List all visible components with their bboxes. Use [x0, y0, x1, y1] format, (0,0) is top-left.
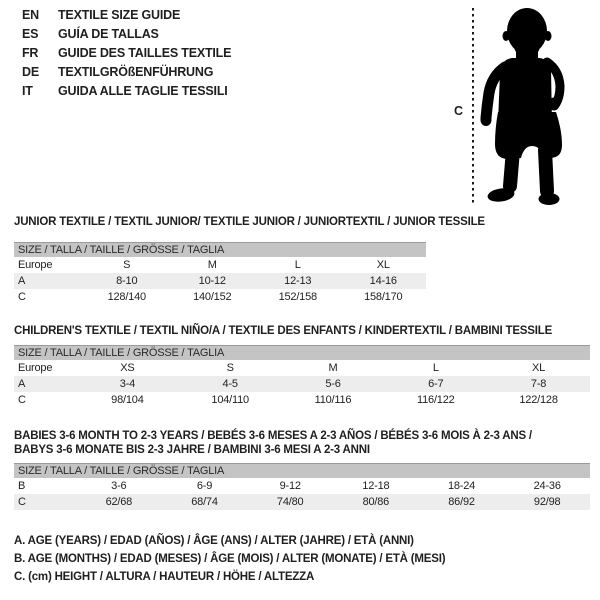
junior-table-title: JUNIOR TEXTILE / TEXTIL JUNIOR/ TEXTILE … [14, 215, 485, 229]
table-cell: 6-9 [196, 480, 213, 492]
table-cell: 9-12 [279, 480, 301, 492]
table-cell: 128/140 [107, 291, 147, 303]
table-cell: M [328, 362, 338, 374]
table-cell: 3-4 [119, 378, 136, 390]
table-title-line: BABYS 3-6 MONATE BIS 2-3 JAHRE / BAMBINI… [14, 444, 370, 456]
table-cell: 158/170 [364, 291, 403, 303]
babies-table-title: BABIES 3-6 MONTH TO 2-3 YEARS / BEBÉS 3-… [14, 429, 590, 457]
table-cell: XS [120, 362, 135, 374]
table-row: Europe XS S M L XL [14, 360, 590, 376]
language-row-fr: FR GUIDE DES TAILLES TEXTILE [22, 44, 231, 63]
measurement-legend: A. AGE (YEARS) / EDAD (AÑOS) / ÂGE (ANS)… [14, 532, 446, 586]
table-cell: 12-18 [362, 480, 390, 492]
language-code: ES [22, 27, 39, 41]
table-cell: 86/92 [448, 496, 475, 508]
row-label: C [18, 394, 26, 406]
table-cell: M [207, 259, 217, 271]
language-row-it: IT GUIDA ALLE TAGLIE TESSILI [22, 82, 231, 101]
babies-table-body: B 3-6 6-9 9-12 12-18 18-24 24-36 C 62/68 68/74 74/… [14, 478, 590, 510]
table-cell: 122/128 [519, 394, 558, 406]
table-cell: S [226, 362, 234, 374]
table-cell: 110/116 [314, 394, 352, 406]
table-cell: 12-13 [284, 275, 312, 287]
language-title: TEXTILE SIZE GUIDE [58, 8, 181, 22]
table-cell: 14-16 [369, 275, 397, 287]
table-cell: S [123, 259, 131, 271]
table-row: Europe S M L XL [14, 257, 426, 273]
row-label: C [18, 291, 26, 303]
table-cell: 7-8 [530, 378, 547, 390]
language-row-de: DE TEXTILGRÖßENFÜHRUNG [22, 63, 231, 82]
baby-figure [472, 8, 565, 206]
row-label: C [18, 496, 26, 508]
table-row: C 98/104 104/110 110/116 116/122 122/128 [14, 392, 590, 408]
children-table-title: CHILDREN'S TEXTILE / TEXTIL NIÑO/A / TEX… [14, 324, 590, 338]
table-row: B 3-6 6-9 9-12 12-18 18-24 24-36 [14, 478, 590, 494]
size-header-bar: SIZE / TALLA / TAILLE / GRÖSSE / TAGLIA [14, 345, 590, 360]
language-code: FR [22, 46, 39, 60]
table-cell: 104/110 [211, 394, 249, 406]
language-row-es: ES GUÍA DE TALLAS [22, 25, 231, 44]
table-cell: 116/122 [417, 394, 455, 406]
language-title: GUIDA ALLE TAGLIE TESSILI [58, 84, 228, 98]
language-title: GUIDE DES TAILLES TEXTILE [58, 46, 232, 60]
table-row: C 62/68 68/74 74/80 80/86 86/92 92/98 [14, 494, 590, 510]
table-cell: 98/104 [111, 394, 144, 406]
babies-table-section: BABIES 3-6 MONTH TO 2-3 YEARS / BEBÉS 3-… [14, 429, 590, 510]
table-cell: 62/68 [105, 496, 133, 508]
table-cell: 8-10 [116, 275, 138, 287]
table-cell: 92/98 [533, 496, 561, 508]
table-cell: 3-6 [111, 480, 127, 492]
language-code: EN [22, 8, 39, 22]
table-row: A 3-4 4-5 5-6 6-7 7-8 [14, 376, 590, 392]
table-cell: 152/158 [278, 291, 318, 303]
row-label: A [18, 378, 26, 390]
table-title-line: BABIES 3-6 MONTH TO 2-3 YEARS / BEBÉS 3-… [14, 430, 532, 442]
height-marker-label: C [454, 104, 464, 118]
table-cell: 24-36 [533, 480, 561, 492]
language-title: TEXTILGRÖßENFÜHRUNG [58, 65, 214, 79]
language-code: DE [22, 65, 39, 79]
row-label: A [18, 275, 26, 287]
table-cell: 140/152 [193, 291, 232, 303]
row-label: Europe [18, 362, 53, 374]
legend-line-a: A. AGE (YEARS) / EDAD (AÑOS) / ÂGE (ANS)… [14, 535, 414, 547]
language-code: IT [22, 84, 33, 98]
junior-table-body: Europe S M L XL A 8-10 10-12 12-13 14-16 C 128/140 1… [14, 257, 426, 305]
language-title: GUÍA DE TALLAS [58, 27, 159, 41]
size-header-bar: SIZE / TALLA / TAILLE / GRÖSSE / TAGLIA [14, 463, 590, 478]
language-row-en: EN TEXTILE SIZE GUIDE [22, 6, 231, 25]
baby-silhouette-icon [480, 8, 565, 205]
table-title-line: CHILDREN'S TEXTILE / TEXTIL NIÑO/A / TEX… [14, 325, 553, 337]
table-cell: 74/80 [276, 496, 304, 508]
table-cell: L [294, 259, 301, 271]
table-cell: 18-24 [447, 480, 476, 492]
table-cell: 10-12 [198, 275, 226, 287]
table-cell: 6-7 [428, 378, 444, 390]
table-row: A 8-10 10-12 12-13 14-16 [14, 273, 426, 289]
junior-table-section: JUNIOR TEXTILE / TEXTIL JUNIOR/ TEXTILE … [14, 215, 485, 305]
table-cell: L [432, 362, 439, 374]
table-cell: XL [376, 259, 390, 271]
table-cell: 80/86 [362, 496, 390, 508]
children-table-section: CHILDREN'S TEXTILE / TEXTIL NIÑO/A / TEX… [14, 324, 590, 408]
table-cell: 5-6 [325, 378, 341, 390]
table-cell: 4-5 [222, 378, 239, 390]
row-label: B [18, 480, 26, 492]
table-row: C 128/140 140/152 152/158 158/170 [14, 289, 426, 305]
legend-line-b: B. AGE (MONTHS) / EDAD (MESES) / ÂGE (MO… [14, 553, 446, 565]
language-list: EN TEXTILE SIZE GUIDE ES GUÍA DE TALLAS … [22, 6, 231, 101]
table-cell: 68/74 [191, 496, 218, 508]
size-header-bar: SIZE / TALLA / TAILLE / GRÖSSE / TAGLIA [14, 242, 426, 257]
legend-line-c: C. (cm) HEIGHT / ALTURA / HAUTEUR / HÖHE… [14, 571, 315, 583]
children-table-body: Europe XS S M L XL A 3-4 4-5 5-6 6-7 7-8 C 98/104 104/… [14, 360, 590, 408]
table-title-line: JUNIOR TEXTILE / TEXTIL JUNIOR/ TEXTILE … [14, 216, 485, 228]
table-cell: XL [532, 362, 546, 374]
row-label: Europe [18, 259, 53, 271]
